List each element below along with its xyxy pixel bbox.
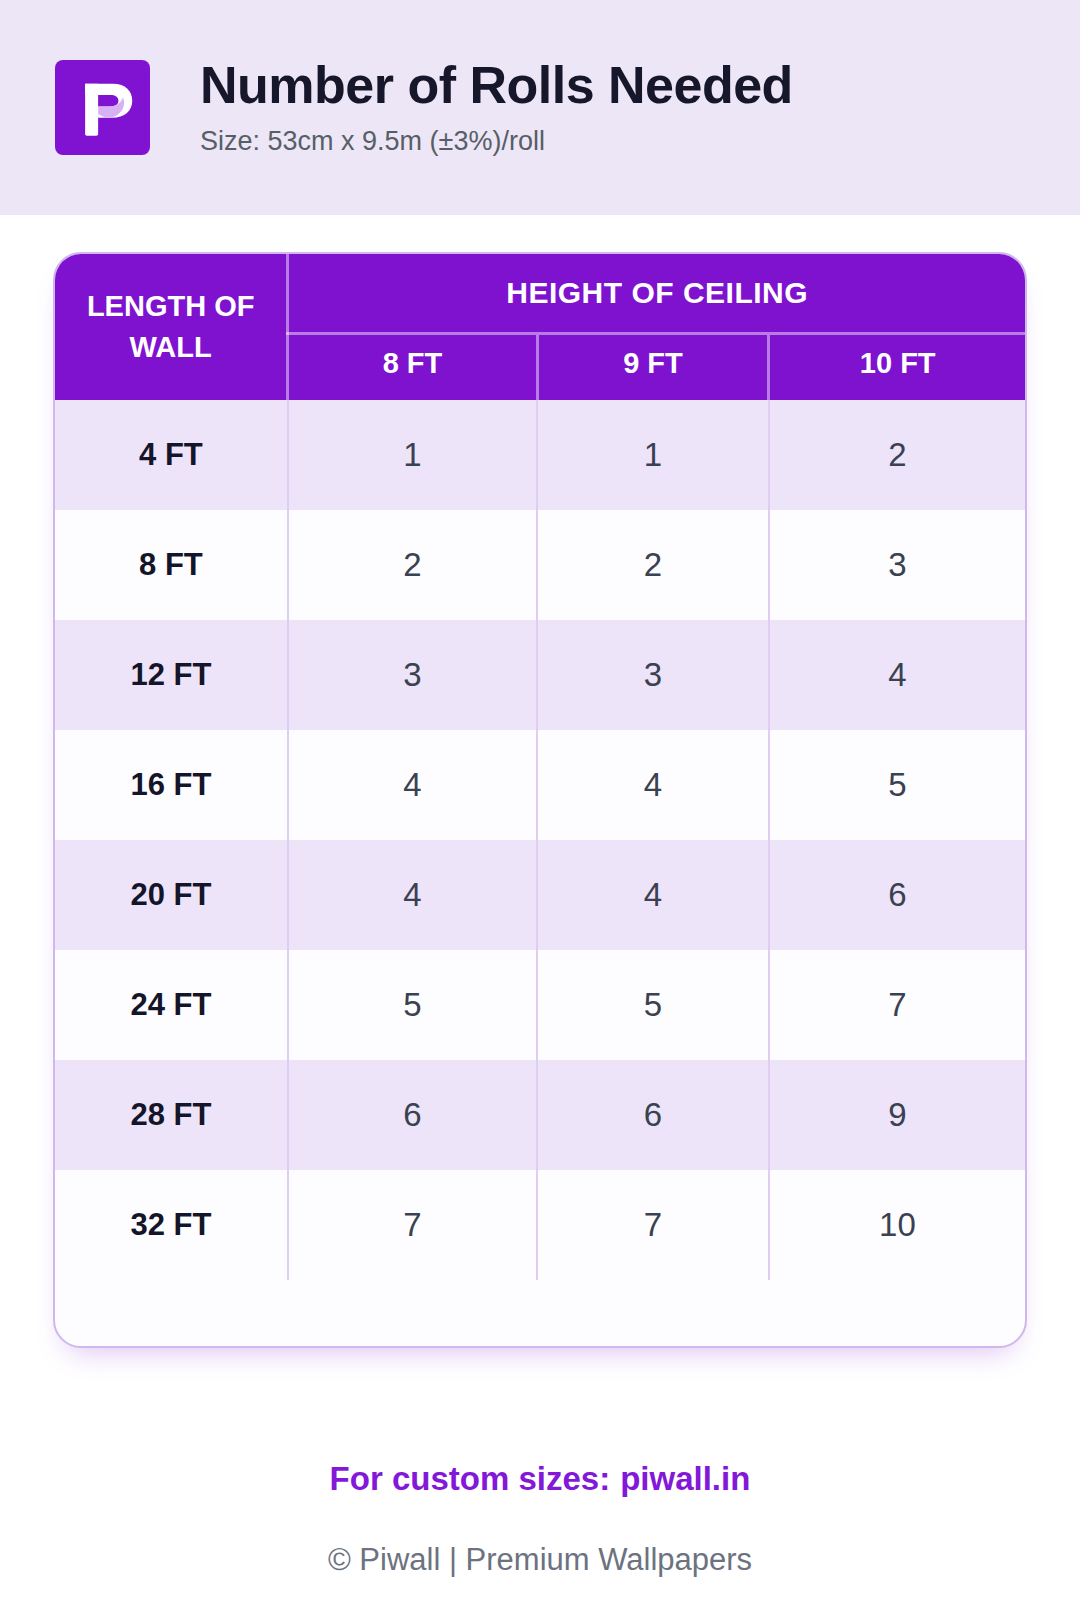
cell-value: 1 (537, 400, 769, 510)
col-header-8ft: 8 FT (288, 334, 537, 401)
rolls-needed-infographic: Number of Rolls Needed Size: 53cm x 9.5m… (0, 0, 1080, 1620)
cell-value: 3 (537, 620, 769, 730)
cell-value: 2 (288, 510, 537, 620)
copyright-text: © Piwall | Premium Wallpapers (0, 1542, 1080, 1578)
col-group-height-of-ceiling: HEIGHT OF CEILING (288, 254, 1025, 334)
page-title: Number of Rolls Needed (200, 58, 793, 113)
row-label: 20 FT (55, 840, 288, 950)
cell-value: 6 (288, 1060, 537, 1170)
table-row: 32 FT 7 7 10 (55, 1170, 1025, 1280)
custom-sizes-line: For custom sizes:piwall.in (0, 1460, 1080, 1498)
table-row: 16 FT 4 4 5 (55, 730, 1025, 840)
rolls-table-card: LENGTH OF WALL HEIGHT OF CEILING 8 FT 9 … (53, 252, 1027, 1348)
cell-value: 3 (288, 620, 537, 730)
cell-value: 5 (769, 730, 1025, 840)
cell-value: 3 (769, 510, 1025, 620)
table-row: 20 FT 4 4 6 (55, 840, 1025, 950)
row-label: 24 FT (55, 950, 288, 1060)
piwall-site-link[interactable]: piwall.in (620, 1460, 750, 1497)
cell-value: 4 (288, 730, 537, 840)
row-label: 16 FT (55, 730, 288, 840)
row-label: 12 FT (55, 620, 288, 730)
custom-sizes-label: For custom sizes: (330, 1460, 611, 1497)
cell-value: 5 (537, 950, 769, 1060)
cell-value: 7 (288, 1170, 537, 1280)
cell-value: 4 (537, 840, 769, 950)
table-row: 4 FT 1 1 2 (55, 400, 1025, 510)
cell-value: 6 (769, 840, 1025, 950)
row-label: 28 FT (55, 1060, 288, 1170)
row-label: 32 FT (55, 1170, 288, 1280)
cell-value: 10 (769, 1170, 1025, 1280)
header-titles: Number of Rolls Needed Size: 53cm x 9.5m… (200, 58, 793, 158)
table-row: 12 FT 3 3 4 (55, 620, 1025, 730)
col-header-10ft: 10 FT (769, 334, 1025, 401)
cell-value: 7 (769, 950, 1025, 1060)
table-body: 4 FT 1 1 2 8 FT 2 2 3 12 FT 3 3 (55, 400, 1025, 1280)
table-row: 28 FT 6 6 9 (55, 1060, 1025, 1170)
rolls-table: LENGTH OF WALL HEIGHT OF CEILING 8 FT 9 … (55, 254, 1025, 1280)
row-label: 8 FT (55, 510, 288, 620)
logo-p-glyph (64, 69, 142, 147)
cell-value: 7 (537, 1170, 769, 1280)
table-header: LENGTH OF WALL HEIGHT OF CEILING 8 FT 9 … (55, 254, 1025, 400)
cell-value: 9 (769, 1060, 1025, 1170)
table-row: 24 FT 5 5 7 (55, 950, 1025, 1060)
row-label: 4 FT (55, 400, 288, 510)
cell-value: 6 (537, 1060, 769, 1170)
cell-value: 2 (537, 510, 769, 620)
header: Number of Rolls Needed Size: 53cm x 9.5m… (0, 0, 1080, 215)
col-header-length-of-wall: LENGTH OF WALL (55, 254, 288, 400)
piwall-logo-icon (55, 60, 150, 155)
cell-value: 5 (288, 950, 537, 1060)
main: LENGTH OF WALL HEIGHT OF CEILING 8 FT 9 … (0, 252, 1080, 1578)
cell-value: 4 (288, 840, 537, 950)
table-row: 8 FT 2 2 3 (55, 510, 1025, 620)
cell-value: 4 (537, 730, 769, 840)
cell-value: 1 (288, 400, 537, 510)
col-header-9ft: 9 FT (537, 334, 769, 401)
cell-value: 4 (769, 620, 1025, 730)
cell-value: 2 (769, 400, 1025, 510)
page-subtitle: Size: 53cm x 9.5m (±3%)/roll (200, 126, 793, 157)
